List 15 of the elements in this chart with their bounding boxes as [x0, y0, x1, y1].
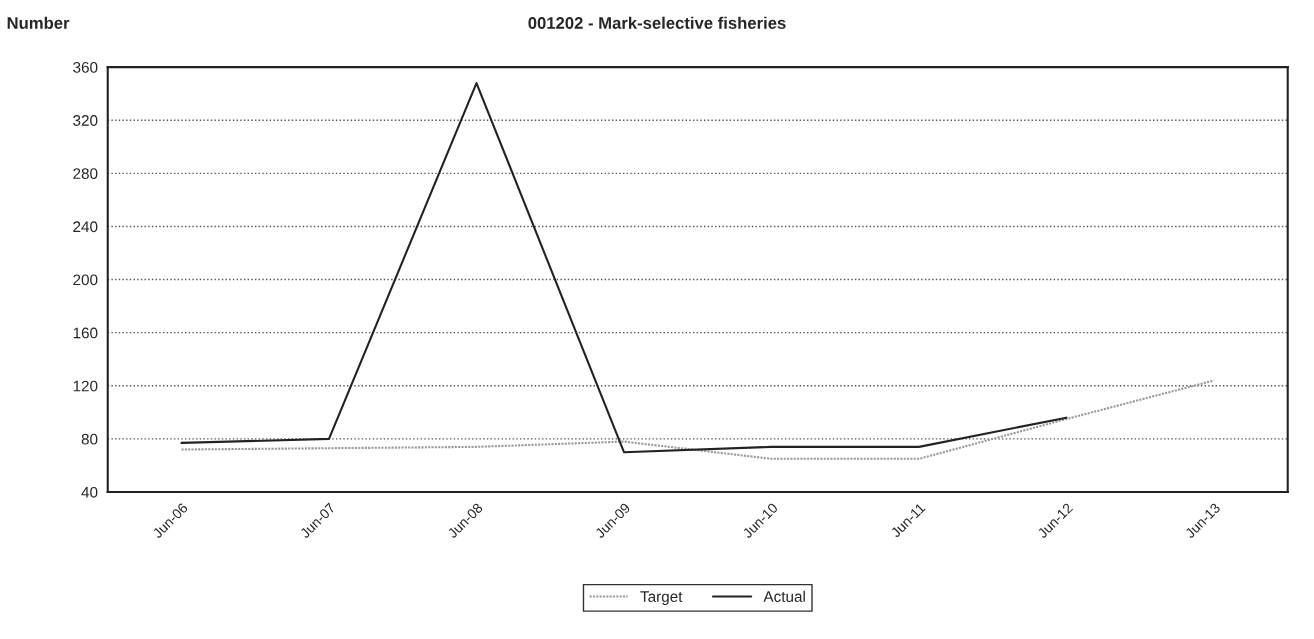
y-tick-label: 280: [73, 168, 98, 180]
y-tick-label: 80: [81, 433, 98, 445]
y-tick-label: 160: [73, 327, 98, 339]
line-series: [180, 81, 1068, 454]
y-tick-label: 360: [73, 61, 98, 73]
y-tick-label: 200: [73, 274, 98, 286]
chart-title: 001202 - Mark-selective fisheries: [528, 16, 786, 29]
legend-label: Actual: [763, 590, 805, 602]
y-axis-title: Number: [7, 16, 70, 29]
y-tick-label: 40: [81, 486, 98, 498]
y-tick-label: 320: [73, 115, 98, 126]
y-tick-label: 240: [73, 221, 98, 233]
legend-label: Target: [640, 591, 683, 606]
y-tick-label: 120: [73, 380, 98, 392]
line-series: [180, 379, 1216, 460]
